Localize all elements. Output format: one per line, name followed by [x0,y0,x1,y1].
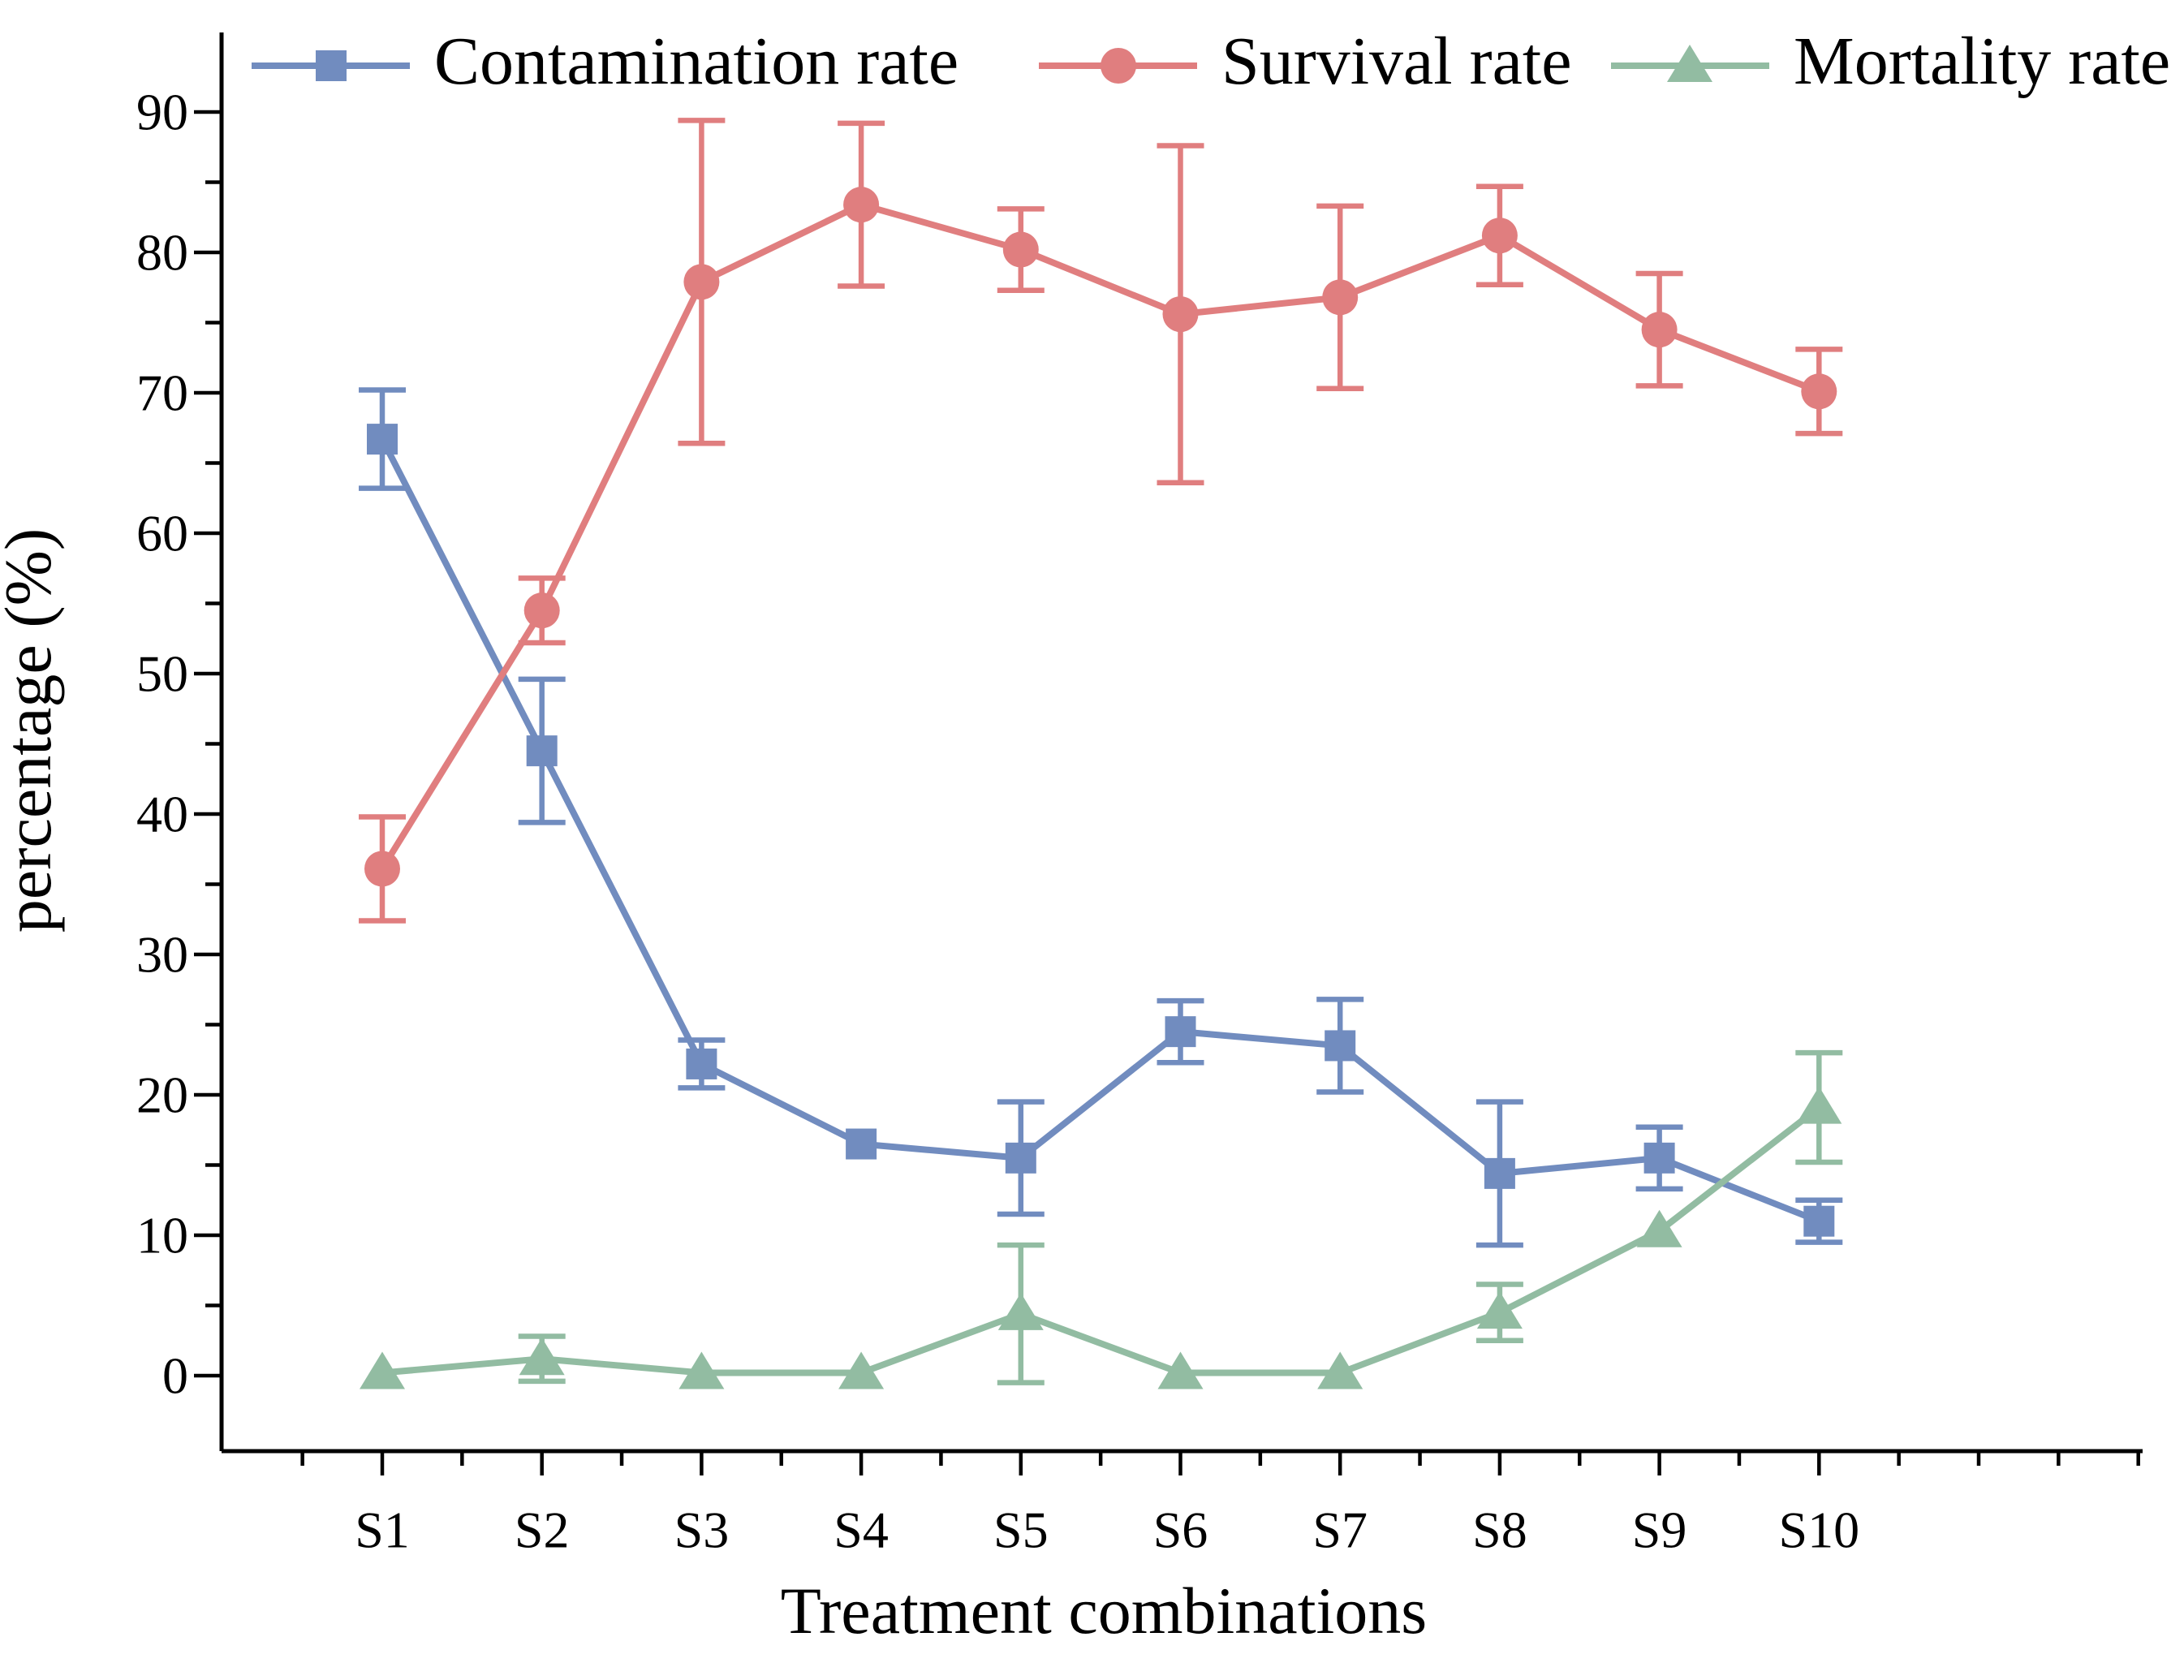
y-tick-label: 70 [136,364,188,422]
data-point-marker [1641,312,1678,348]
data-point-marker [526,735,558,767]
series-triangle [360,1049,1843,1389]
x-tick-label: S2 [515,1501,570,1559]
x-tick-label: S3 [674,1501,730,1559]
data-point-marker [997,1292,1044,1330]
y-tick-label: 40 [136,786,188,843]
data-point-marker [1476,1291,1523,1329]
data-point-marker [1801,373,1837,410]
series-square [359,387,1843,1248]
legend: Contamination rate Survival rate Mortality… [252,24,2170,99]
data-point-marker [1317,1351,1363,1389]
data-point-marker [360,1351,405,1389]
y-axis-ticks [194,110,222,1378]
y-tick-label: 80 [136,224,188,282]
legend-label: Survival rate [1221,24,1572,99]
data-point-marker [364,851,400,887]
data-point-marker [523,592,560,629]
x-tick-label: S7 [1312,1501,1368,1559]
legend-item: Contamination rate [252,24,958,99]
data-point-marker [1803,1205,1835,1237]
data-point-marker [678,1351,725,1389]
data-point-marker [1005,1142,1036,1174]
legend-item: Survival rate [1039,24,1572,99]
x-tick-label: S9 [1632,1501,1687,1559]
series-line [379,437,1820,1225]
data-point-marker [1325,1030,1356,1062]
x-axis-ticks [300,1451,2140,1475]
data-point-marker [1162,296,1199,333]
data-point-marker [1165,1016,1196,1048]
data-point-marker [1643,1142,1675,1174]
x-tick-label: S5 [993,1501,1049,1559]
series-line [379,201,1820,871]
legend-circle-icon [1101,48,1136,84]
data-point-marker [686,1048,717,1079]
y-tick-label: 90 [136,84,188,141]
y-tick-label: 30 [136,926,188,984]
y-tick-label: 60 [136,505,188,562]
y-tick-label: 50 [136,645,188,703]
data-point-marker [1481,218,1518,254]
x-tick-label: S10 [1779,1501,1860,1559]
series-line [381,1105,1821,1376]
x-tick-label: S6 [1153,1501,1208,1559]
x-axis-title: Treatment combinations [781,1574,1427,1648]
y-axis-title: percentage (%) [0,528,65,933]
data-point-marker [838,1351,885,1389]
data-point-marker [1002,231,1039,268]
series-circle [359,118,1843,924]
x-tick-label: S1 [355,1501,410,1559]
y-tick-label: 0 [162,1347,188,1405]
legend-label: Mortality rate [1794,24,2170,99]
data-point-marker [683,264,720,300]
data-point-marker [843,187,880,223]
legend-triangle-icon [1667,45,1712,82]
data-point-marker [1796,1086,1842,1124]
legend-square-icon [316,50,347,81]
x-tick-label: S4 [834,1501,889,1559]
y-tick-label: 20 [136,1066,188,1124]
data-point-marker [1157,1351,1204,1389]
data-point-marker [846,1128,877,1160]
data-point-marker [1484,1157,1515,1189]
legend-item: Mortality rate [1611,24,2170,99]
y-tick-label: 10 [136,1207,188,1264]
legend-label: Contamination rate [434,24,958,99]
data-point-marker [519,1338,565,1376]
data-point-marker [1322,279,1359,316]
data-point-marker [367,424,398,455]
x-tick-label: S8 [1472,1501,1527,1559]
data-point-marker [1636,1209,1682,1247]
